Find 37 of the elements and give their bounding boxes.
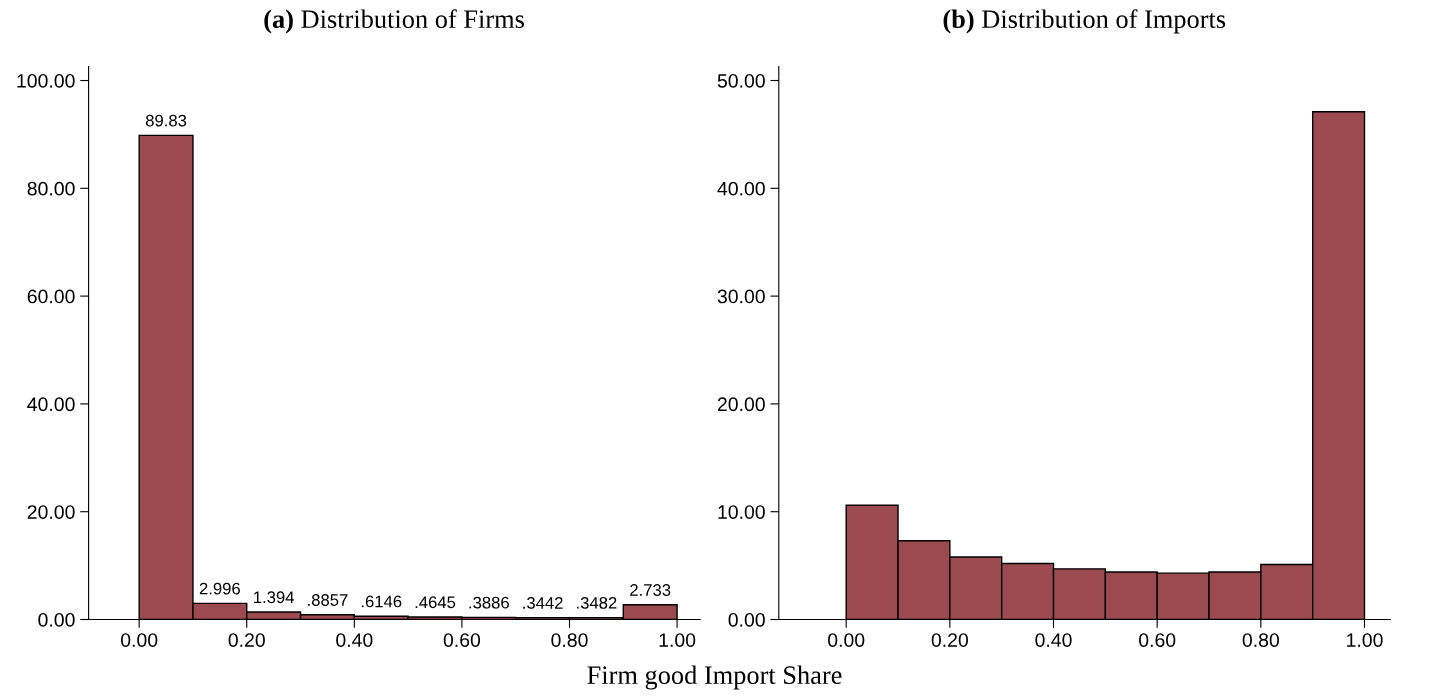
x-tick-label: 0.60 — [443, 633, 481, 647]
chart-title: (b) Distribution of Imports — [943, 9, 1226, 34]
y-tick-label: 20.00 — [717, 397, 765, 412]
y-tick-label: 80.00 — [27, 181, 75, 196]
data-label: 2.996 — [199, 582, 240, 595]
y-tick-label: 100.00 — [17, 73, 75, 88]
y-tick-label: 50.00 — [717, 73, 765, 88]
data-label: 2.733 — [630, 584, 671, 596]
data-label: 1.394 — [254, 591, 295, 604]
data-label: .3442 — [523, 596, 563, 609]
x-tick-label: 1.00 — [659, 633, 696, 647]
x-tick-label: 0.40 — [1035, 633, 1072, 647]
y-tick-label: 40.00 — [717, 181, 765, 196]
data-label: .3482 — [577, 596, 617, 609]
x-tick-label: 0.00 — [121, 633, 158, 647]
x-tick-label: 0.20 — [228, 633, 265, 647]
x-tick-label: 0.00 — [828, 633, 865, 647]
y-tick-label: 10.00 — [718, 505, 765, 519]
x-tick-label: 0.60 — [1139, 633, 1176, 647]
data-label: .4645 — [415, 596, 456, 609]
data-label: .6146 — [361, 595, 402, 608]
y-tick-label: 30.00 — [717, 289, 765, 304]
data-label: .8857 — [308, 594, 348, 606]
x-tick-label: 0.80 — [1242, 633, 1279, 647]
x-tick-label: 0.80 — [551, 633, 588, 647]
y-tick-label: 60.00 — [27, 289, 75, 304]
x-tick-label: 0.20 — [931, 633, 969, 647]
y-tick-label: 40.00 — [27, 397, 75, 412]
y-tick-label: 0.00 — [728, 612, 765, 627]
chart-title: (a) Distribution of Firms — [264, 9, 524, 34]
data-label: .3886 — [469, 596, 509, 609]
y-tick-label: 0.00 — [38, 612, 75, 627]
x-axis-title: Firm good Import Share — [587, 665, 842, 690]
data-label: 89.83 — [145, 114, 187, 127]
x-tick-label: 0.40 — [336, 633, 373, 647]
y-tick-label: 20.00 — [27, 505, 75, 519]
x-tick-label: 1.00 — [1347, 633, 1383, 647]
